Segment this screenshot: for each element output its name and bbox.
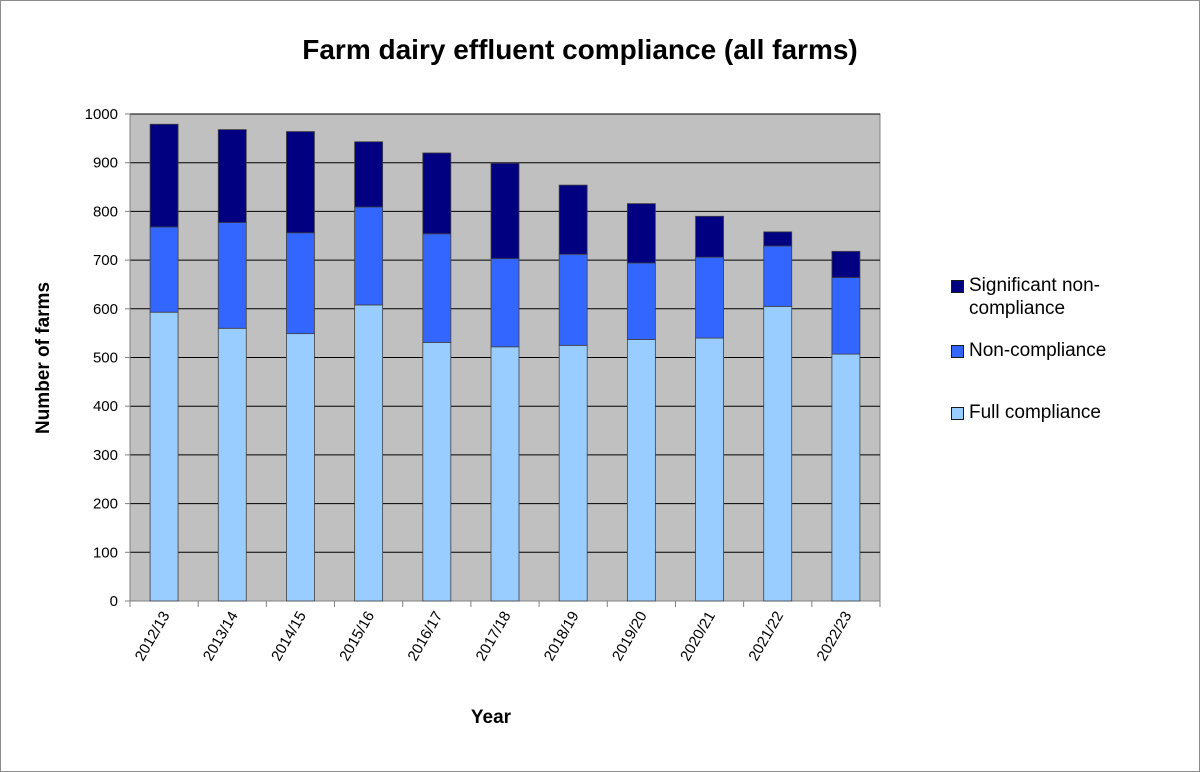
bar-significant-non-compliance-2016-17 bbox=[422, 152, 452, 235]
legend-label-significant-non-compliance: Significant non- compliance bbox=[969, 274, 1100, 320]
x-tick-label: 2012/13 bbox=[132, 609, 174, 664]
bar-non-compliance-2017-18 bbox=[490, 258, 520, 348]
bar-significant-non-compliance-2018-19 bbox=[558, 184, 588, 255]
legend-swatch-significant-non-compliance bbox=[951, 280, 964, 293]
bar-non-compliance-2013-14 bbox=[217, 222, 247, 329]
bar-significant-non-compliance-2014-15 bbox=[286, 131, 315, 234]
bar-non-compliance-2016-17 bbox=[422, 233, 452, 343]
x-tick-label: 2020/21 bbox=[677, 609, 719, 664]
y-tick-label: 1000 bbox=[85, 106, 118, 123]
bar-significant-non-compliance-2020-21 bbox=[695, 215, 724, 258]
bar-significant-non-compliance-2012-13 bbox=[149, 123, 179, 228]
x-tick-label: 2022/23 bbox=[814, 609, 856, 664]
bar-significant-non-compliance-2015-16 bbox=[354, 141, 384, 208]
y-tick-label: 600 bbox=[93, 301, 118, 318]
y-tick-label: 800 bbox=[93, 203, 118, 220]
bar-significant-non-compliance-2022-23 bbox=[831, 250, 861, 279]
bar-significant-non-compliance-2019-20 bbox=[626, 203, 656, 264]
bar-non-compliance-2014-15 bbox=[286, 232, 315, 335]
bar-non-compliance-2018-19 bbox=[558, 253, 588, 346]
bar-significant-non-compliance-2013-14 bbox=[217, 129, 247, 224]
y-axis-label: Number of farms bbox=[33, 281, 54, 435]
x-tick-label: 2015/16 bbox=[336, 609, 378, 664]
x-tick-label: 2021/22 bbox=[745, 609, 787, 664]
x-tick-label: 2019/20 bbox=[609, 609, 651, 664]
bar-full-compliance-2015-16 bbox=[354, 304, 384, 602]
y-tick-label: 400 bbox=[93, 398, 118, 415]
legend-label-full-compliance: Full compliance bbox=[969, 402, 1101, 423]
bar-full-compliance-2013-14 bbox=[217, 327, 247, 602]
y-tick-label: 200 bbox=[93, 496, 118, 513]
x-tick-label: 2013/14 bbox=[200, 609, 242, 664]
legend-label-non-compliance: Non-compliance bbox=[969, 340, 1107, 361]
bar-non-compliance-2019-20 bbox=[626, 262, 656, 340]
y-tick-label: 300 bbox=[93, 447, 118, 464]
x-tick-label: 2017/18 bbox=[473, 609, 515, 664]
y-tick-label: 0 bbox=[110, 593, 118, 610]
x-tick-label: 2014/15 bbox=[268, 609, 310, 664]
bar-full-compliance-2021-22 bbox=[763, 305, 793, 602]
bar-full-compliance-2018-19 bbox=[558, 344, 588, 602]
y-tick-label: 700 bbox=[93, 252, 118, 269]
y-tick-label: 100 bbox=[93, 544, 118, 561]
x-axis-label: Year bbox=[470, 707, 512, 728]
x-tick-label: 2018/19 bbox=[541, 609, 583, 664]
bar-non-compliance-2015-16 bbox=[354, 206, 384, 306]
x-tick-label: 2016/17 bbox=[404, 609, 446, 664]
bar-full-compliance-2016-17 bbox=[422, 342, 452, 602]
bar-full-compliance-2022-23 bbox=[831, 353, 861, 602]
bar-full-compliance-2020-21 bbox=[695, 337, 724, 602]
bar-full-compliance-2017-18 bbox=[490, 346, 520, 602]
legend-label-line: Significant non- bbox=[969, 275, 1100, 296]
legend-label-line: compliance bbox=[969, 298, 1066, 319]
bar-non-compliance-2021-22 bbox=[763, 245, 793, 307]
bar-non-compliance-2020-21 bbox=[695, 256, 724, 339]
bar-full-compliance-2012-13 bbox=[149, 311, 179, 602]
legend-swatch-full-compliance bbox=[951, 407, 964, 420]
chart-title: Farm dairy effluent compliance (all farm… bbox=[302, 34, 858, 65]
bar-non-compliance-2022-23 bbox=[831, 277, 861, 355]
bar-non-compliance-2012-13 bbox=[149, 226, 179, 313]
bar-full-compliance-2019-20 bbox=[626, 339, 656, 602]
bar-significant-non-compliance-2021-22 bbox=[763, 231, 793, 247]
y-tick-label: 500 bbox=[93, 350, 118, 367]
bar-full-compliance-2014-15 bbox=[286, 333, 315, 602]
y-tick-label: 900 bbox=[93, 155, 118, 172]
legend-swatch-non-compliance bbox=[951, 345, 964, 358]
bar-significant-non-compliance-2017-18 bbox=[490, 162, 520, 260]
